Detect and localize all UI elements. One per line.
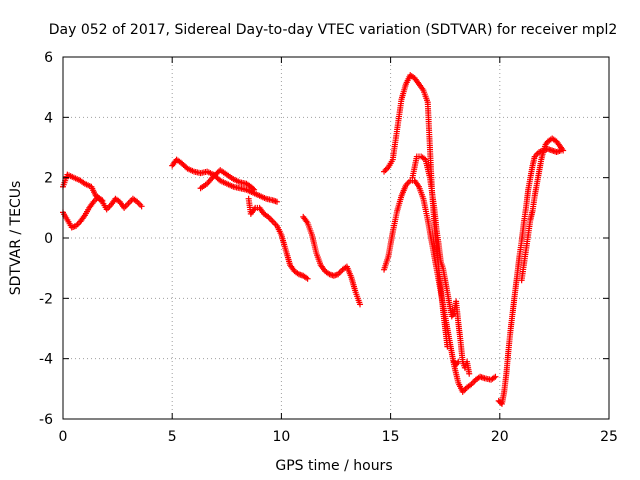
chart-title: Day 052 of 2017, Sidereal Day-to-day VTE… bbox=[49, 22, 618, 38]
data-point bbox=[357, 301, 364, 308]
y-axis-label: SDTVAR / TECUs bbox=[8, 181, 24, 296]
series-arc-h bbox=[381, 177, 499, 395]
x-tick-label: 5 bbox=[168, 429, 177, 445]
y-tick-label: -4 bbox=[39, 352, 53, 368]
x-axis-label: GPS time / hours bbox=[275, 458, 392, 474]
series-arc-g bbox=[381, 72, 451, 350]
y-tick-label: -2 bbox=[39, 291, 53, 307]
series-arc-k bbox=[495, 146, 564, 407]
data-point bbox=[274, 198, 281, 205]
y-tick-label: -6 bbox=[39, 412, 53, 428]
data-point bbox=[455, 358, 462, 365]
x-tick-label: 25 bbox=[600, 429, 618, 445]
y-tick-label: 2 bbox=[44, 171, 53, 187]
series-arc-c bbox=[169, 156, 281, 205]
series-arc-f bbox=[300, 213, 364, 308]
x-tick-label: 0 bbox=[59, 429, 68, 445]
series-arc-b bbox=[60, 194, 106, 231]
data-point bbox=[466, 370, 473, 377]
data-layer bbox=[60, 72, 567, 407]
y-tick-label: 0 bbox=[44, 231, 53, 247]
series-arc-j bbox=[450, 358, 462, 368]
data-point bbox=[492, 373, 499, 380]
y-tick-label: 4 bbox=[44, 110, 53, 126]
y-tick-label: 6 bbox=[44, 50, 53, 66]
x-tick-label: 15 bbox=[382, 429, 400, 445]
series-arc-l bbox=[518, 135, 567, 284]
series-arc-i bbox=[409, 153, 473, 377]
series-arc-d bbox=[197, 167, 258, 193]
data-point bbox=[250, 185, 257, 192]
data-point bbox=[138, 203, 145, 210]
data-point bbox=[251, 186, 258, 193]
data-point bbox=[304, 275, 311, 282]
data-point bbox=[99, 197, 106, 204]
data-point bbox=[560, 147, 567, 154]
tick-layer: 0 5 10 15 20 25 -6 -4 -2 0 2 4 6 bbox=[39, 50, 618, 445]
x-tick-label: 10 bbox=[272, 429, 290, 445]
x-tick-label: 20 bbox=[491, 429, 509, 445]
series-arc-e bbox=[245, 195, 311, 282]
